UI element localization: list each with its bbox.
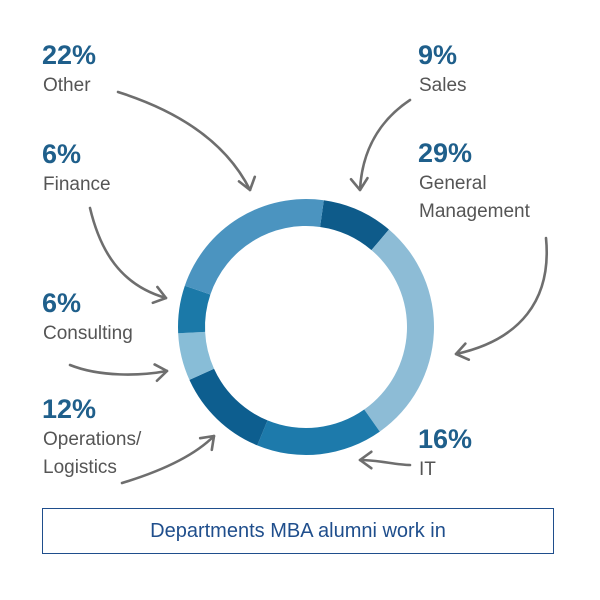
slice-operations: [189, 368, 268, 446]
percent-label-other: 22%: [42, 40, 96, 70]
category-label-it: IT: [419, 459, 436, 480]
arrow-it: [358, 450, 412, 470]
arrowhead-it: [358, 450, 373, 470]
category-label-operations-line2: Logistics: [43, 457, 117, 478]
slice-sales: [320, 200, 389, 251]
chart-title: Departments MBA alumni work in: [150, 519, 446, 542]
callout-arrows: [68, 90, 549, 485]
category-label-operations: Operations/: [43, 429, 142, 450]
donut-slices: [178, 198, 434, 455]
percent-label-it: 16%: [418, 424, 472, 454]
arrowhead-sales: [349, 176, 369, 192]
arrowhead-consulting: [153, 363, 169, 383]
arrowhead-other: [237, 175, 257, 192]
category-label-finance: Finance: [43, 174, 111, 195]
category-label-other: Other: [43, 75, 91, 96]
arrow-sales: [349, 98, 412, 192]
slice-other: [184, 198, 324, 295]
percent-label-operations: 12%: [42, 394, 96, 424]
percent-label-sales: 9%: [418, 40, 457, 70]
category-label-general: General: [419, 173, 487, 194]
arrowhead-operations: [198, 434, 216, 452]
slice-labels: 9% Sales 29% General Management 16% IT 12% Opera…: [42, 40, 531, 480]
arrowhead-finance: [151, 285, 168, 305]
slice-consulting: [178, 331, 215, 380]
slice-finance: [178, 285, 211, 334]
arrow-consulting: [68, 363, 169, 383]
percent-label-finance: 6%: [42, 139, 81, 169]
chart-caption-box: Departments MBA alumni work in: [42, 508, 554, 554]
arrowhead-general: [454, 342, 471, 361]
arrow-finance: [88, 206, 168, 305]
arrow-operations: [120, 434, 216, 485]
arrow-other: [116, 90, 257, 192]
arrow-general: [454, 236, 549, 361]
percent-label-general: 29%: [418, 138, 472, 168]
percent-label-consulting: 6%: [42, 288, 81, 318]
slice-general: [364, 229, 434, 432]
slice-it: [257, 409, 380, 455]
category-label-consulting: Consulting: [43, 323, 133, 344]
category-label-general-line2: Management: [419, 201, 531, 222]
category-label-sales: Sales: [419, 75, 467, 96]
